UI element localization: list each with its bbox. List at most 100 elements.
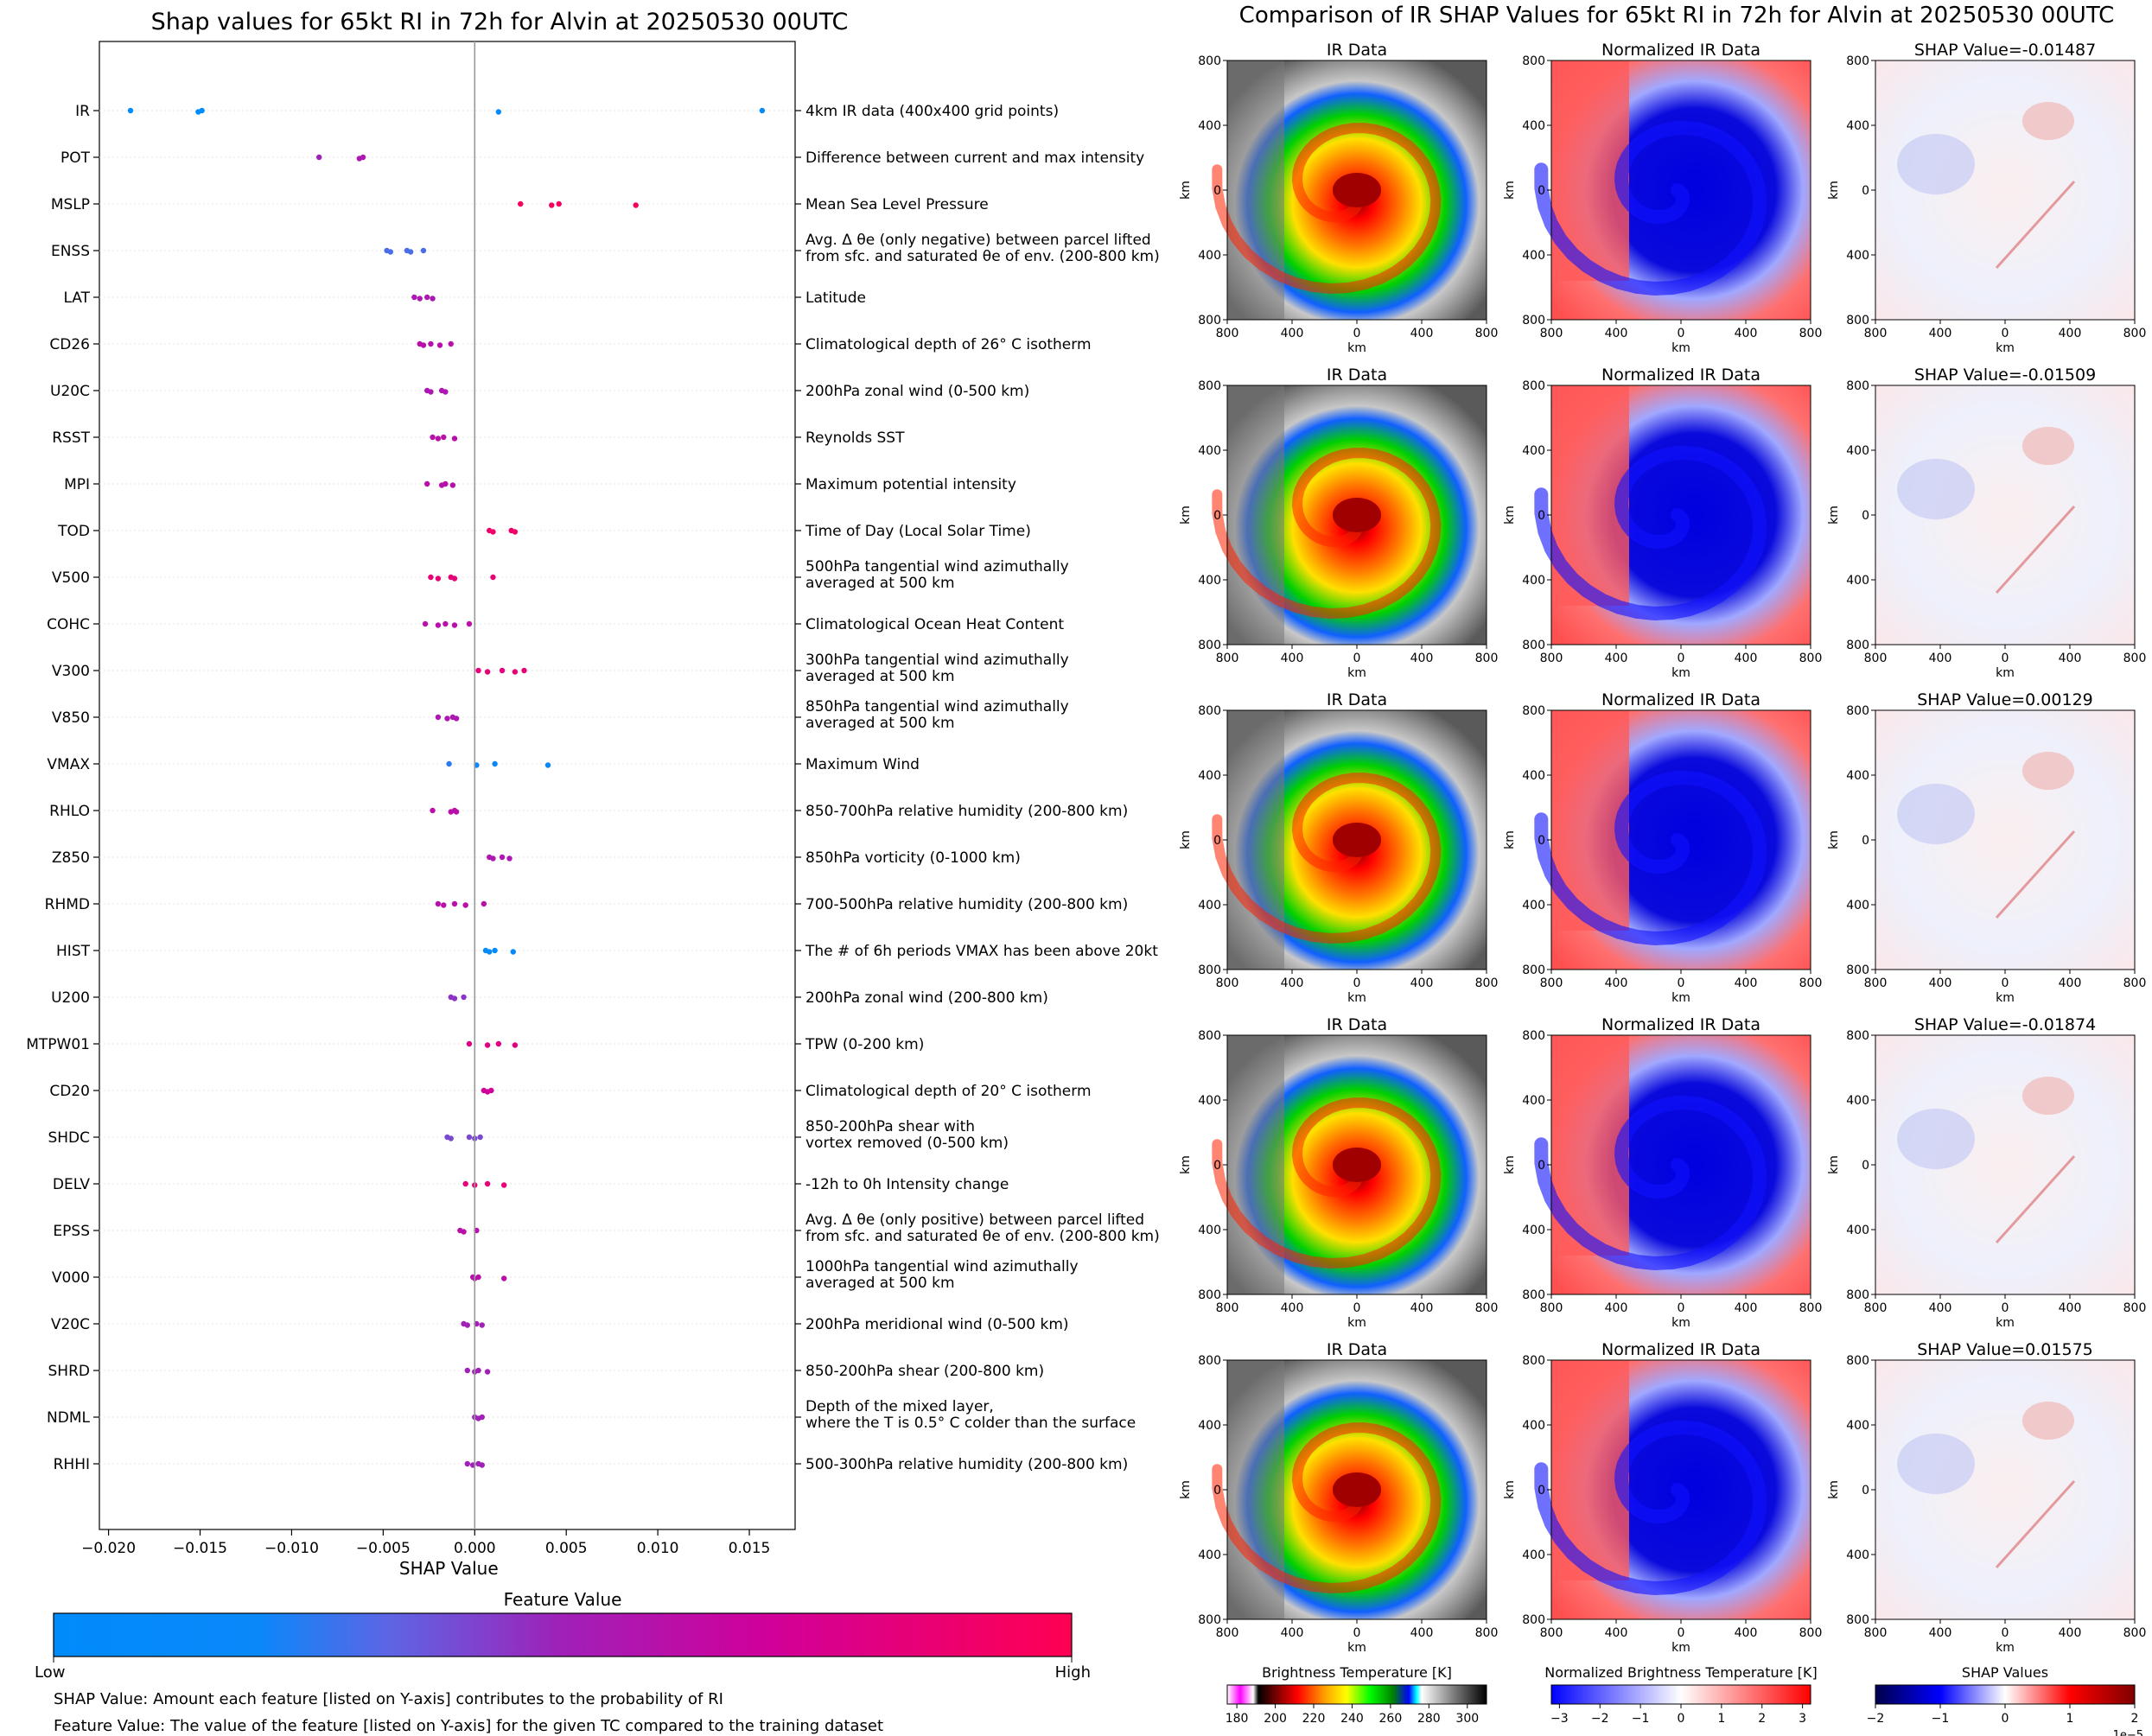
- feature-code-label: HIST: [56, 943, 91, 960]
- shap-point: [199, 107, 205, 114]
- panel-xtick-label: 800: [1475, 1301, 1499, 1315]
- shap-point: [428, 574, 434, 581]
- panel-xtick-label: 800: [1216, 976, 1239, 990]
- panel-ytick-label: 0: [1862, 834, 1869, 848]
- panel-xtick-label: 800: [1864, 976, 1888, 990]
- ir-core: [1333, 1472, 1381, 1507]
- shap-point: [435, 436, 442, 442]
- panel-ylabel: km: [1179, 1155, 1193, 1174]
- panel-ylabel: km: [1827, 1155, 1841, 1174]
- shap-point: [464, 1367, 471, 1374]
- shap-point: [475, 1274, 481, 1281]
- shap-point: [475, 667, 481, 674]
- shap-point: [475, 1367, 481, 1374]
- panel-ytick-label: 400: [1846, 899, 1869, 913]
- feature-description-label: TPW (0-200 km): [805, 1036, 924, 1053]
- colorbar-tick-label: 2: [1758, 1712, 1766, 1726]
- shap-streak: [1995, 830, 2076, 919]
- feature-code-label: CD26: [49, 336, 90, 353]
- ir-panel-grid: IR Data 800 400 0 400 800 km 800 400 0 400 800 km Nor…: [1179, 41, 2146, 1655]
- colorbar-tick-label: 2: [2131, 1712, 2139, 1726]
- feature-description-label: Avg. Δ θe (only negative) between parcel…: [805, 232, 1151, 249]
- panel-xtick-label: 400: [1929, 1301, 1952, 1315]
- panel-ytick-label: 400: [1522, 1224, 1545, 1237]
- panel-ytick-label: 400: [1522, 1548, 1545, 1562]
- panel-xtick-label: 400: [1410, 327, 1434, 340]
- shap-point: [506, 855, 513, 862]
- shap-image: [1875, 1035, 2135, 1294]
- panel-xtick-label: 0: [1353, 1301, 1361, 1315]
- feature-description-label: averaged at 500 km: [805, 575, 955, 592]
- shap-point: [442, 620, 449, 627]
- panel-ytick-label: 400: [1198, 444, 1221, 458]
- colorbar-tick-label: −2: [1591, 1712, 1609, 1726]
- shap-point: [407, 249, 414, 255]
- spiral-band: [1534, 1096, 1767, 1271]
- feature-code-label: V000: [52, 1269, 90, 1287]
- panel-ytick-label: 400: [1846, 574, 1869, 588]
- feature-code-label: MTPW01: [26, 1036, 90, 1053]
- panel-ytick-label: 400: [1198, 574, 1221, 588]
- feature-description-label: Difference between current and max inten…: [805, 149, 1144, 167]
- shap-point: [435, 900, 442, 907]
- shap-point: [449, 482, 456, 488]
- panel-xtick-label: 800: [2123, 1626, 2147, 1640]
- shap-point: [127, 107, 134, 114]
- feature-description-label: Mean Sea Level Pressure: [805, 196, 989, 213]
- panel-ytick-label: 800: [1846, 963, 1869, 977]
- feature-description-label: 850hPa vorticity (0-1000 km): [805, 849, 1021, 867]
- feature-description-label: Climatological Ocean Heat Content: [805, 616, 1064, 633]
- panel-xtick-label: 400: [1281, 1626, 1304, 1640]
- panel-ytick-label: 800: [1522, 704, 1545, 718]
- panel-ytick-label: 0: [1538, 834, 1545, 848]
- panel-ytick-label: 0: [1538, 1484, 1545, 1498]
- panel-ylabel: km: [1179, 1480, 1193, 1499]
- panel-xtick-label: 800: [1864, 1301, 1888, 1315]
- spiral-band: [1534, 446, 1767, 621]
- panel-xtick-label: 800: [1540, 327, 1563, 340]
- panel-xtick-label: 800: [1540, 652, 1563, 665]
- panel-xlabel: km: [1996, 1641, 2015, 1655]
- shap-point: [495, 1040, 502, 1047]
- panel-ytick-label: 400: [1198, 1419, 1221, 1433]
- panel-xlabel: km: [1347, 1316, 1366, 1330]
- panel-ytick-label: 400: [1846, 1224, 1869, 1237]
- shap-streak: [1995, 1479, 2076, 1569]
- panel-xtick-label: 400: [1605, 327, 1628, 340]
- shap-image: [1875, 60, 2135, 320]
- panel-ylabel: km: [1827, 830, 1841, 849]
- shap-point: [430, 434, 436, 441]
- shap-point: [420, 342, 427, 348]
- panel-ytick-label: 800: [1522, 54, 1545, 68]
- shap-point: [556, 200, 562, 207]
- panel-ytick-label: 800: [1846, 1029, 1869, 1043]
- panel-ylabel: km: [1179, 506, 1193, 525]
- feature-description-label: 700-500hPa relative humidity (200-800 km…: [805, 896, 1128, 913]
- panel-ytick-label: 800: [1846, 1288, 1869, 1302]
- shap-point: [448, 1135, 454, 1141]
- feature-description-label: Avg. Δ θe (only positive) between parcel…: [805, 1211, 1144, 1229]
- ir-colorbars: Brightness Temperature [K]180 200 220 240 26…: [1226, 1664, 2143, 1736]
- panel-xtick-label: 400: [1605, 1626, 1628, 1640]
- panel-ytick-label: 800: [1198, 1288, 1221, 1302]
- panel-xtick-label: 400: [1929, 652, 1952, 665]
- panel-ytick-label: 800: [1522, 314, 1545, 327]
- shap-point: [387, 249, 394, 255]
- panel-ytick-label: 400: [1198, 119, 1221, 133]
- panel-xtick-label: 800: [1540, 1626, 1563, 1640]
- shap-point: [544, 762, 551, 768]
- panel-xtick-label: 400: [1410, 1626, 1434, 1640]
- panel-xlabel: km: [1671, 1316, 1690, 1330]
- feature-description-label: 200hPa meridional wind (0-500 km): [805, 1316, 1069, 1333]
- feature-code-label: RHHI: [54, 1456, 90, 1473]
- shap-point: [633, 202, 639, 208]
- panel-xtick-label: 800: [1475, 327, 1499, 340]
- colorbar-tick-label: 260: [1379, 1712, 1403, 1726]
- feature-code-label: RSST: [52, 429, 90, 447]
- panel-xtick-label: 400: [1735, 1301, 1758, 1315]
- feature-code-label: ENSS: [51, 243, 90, 260]
- panel-ytick-label: 400: [1198, 899, 1221, 913]
- shap-negative-patch: [1897, 1434, 1975, 1494]
- shap-point: [464, 1322, 471, 1328]
- panel-xtick-label: 400: [1410, 1301, 1434, 1315]
